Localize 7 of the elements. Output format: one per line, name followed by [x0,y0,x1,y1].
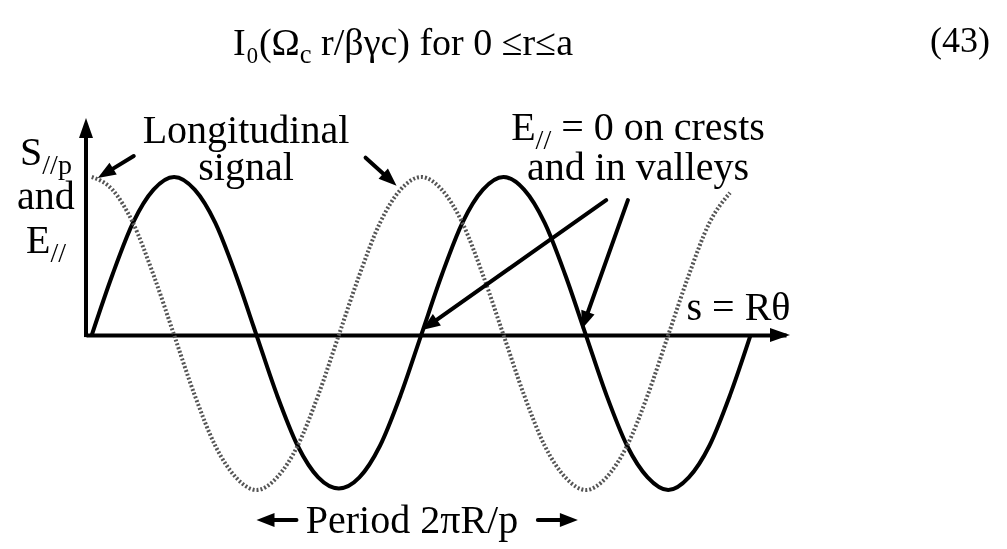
chart-title: I₀(Ω$_{c}$ r/βγc) for 0 ≤r≤a [232,21,574,70]
text: (43) [930,20,990,60]
annotation: Longitudinal signal [142,107,350,189]
x-axis-title: s = Rθ [686,283,791,329]
text: Period 2πR/p [305,497,519,542]
y-axis-title: S$_{//p}$ and E$_{//}$ [17,129,75,268]
annotation: E$_{//}$ = 0 on crests and in valleys [511,104,765,189]
